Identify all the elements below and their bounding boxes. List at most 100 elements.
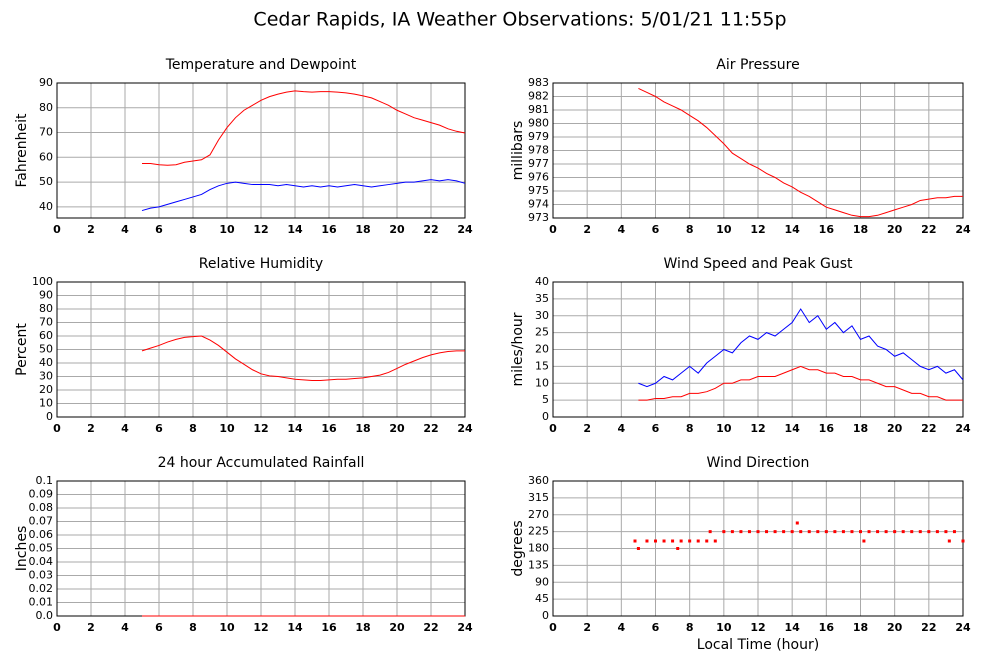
x-tick-label: 14 <box>287 621 303 634</box>
y-tick-label: 0.02 <box>29 582 54 595</box>
y-tick-label: 10 <box>535 376 549 389</box>
x-tick-label: 18 <box>853 422 868 435</box>
y-tick-label: 0.01 <box>29 596 54 609</box>
x-tick-label: 8 <box>686 422 694 435</box>
y-tick-label: 20 <box>39 383 53 396</box>
data-point <box>671 539 675 543</box>
data-point <box>773 530 777 534</box>
data-point <box>636 547 640 550</box>
x-tick-label: 12 <box>750 422 765 435</box>
x-tick-label: 10 <box>716 621 732 634</box>
plot-frame <box>56 281 466 418</box>
x-tick-label: 20 <box>887 621 903 634</box>
x-tick-label: 16 <box>819 223 835 236</box>
x-tick-label: 4 <box>618 223 626 236</box>
y-tick-label: 0.07 <box>29 515 54 528</box>
data-point <box>747 530 751 534</box>
data-point <box>654 539 657 543</box>
data-point <box>633 539 637 543</box>
x-tick-label: 18 <box>853 223 868 236</box>
x-tick-label: 8 <box>686 223 694 236</box>
data-point <box>645 539 649 543</box>
chart-title: Temperature and Dewpoint <box>165 57 357 73</box>
data-point <box>676 547 680 550</box>
x-tick-label: 24 <box>955 223 971 236</box>
x-tick-label: 4 <box>618 422 626 435</box>
data-point <box>795 521 799 525</box>
y-tick-label: 982 <box>528 90 549 103</box>
x-tick-label: 14 <box>785 621 801 634</box>
chart-title: Air Pressure <box>716 57 799 73</box>
x-tick-label: 2 <box>87 223 95 236</box>
y-tick-label: 0 <box>46 410 53 423</box>
x-tick-label: 8 <box>686 621 694 634</box>
data-point <box>862 539 866 543</box>
y-tick-label: 180 <box>528 542 549 555</box>
y-tick-label: 974 <box>528 198 549 211</box>
x-tick-label: 2 <box>87 621 95 634</box>
y-tick-label: 0.08 <box>29 501 54 514</box>
x-tick-label: 24 <box>955 422 971 435</box>
y-tick-label: 979 <box>528 130 549 143</box>
x-tick-label: 4 <box>121 422 129 435</box>
y-tick-label: 25 <box>535 326 549 339</box>
data-point <box>944 530 948 534</box>
x-tick-label: 20 <box>887 223 903 236</box>
data-point <box>705 539 709 543</box>
data-point <box>935 530 939 534</box>
x-tick-label: 8 <box>189 621 197 634</box>
x-tick-label: 24 <box>457 223 473 236</box>
x-tick-label: 18 <box>355 223 370 236</box>
y-tick-label: 0.1 <box>36 474 54 487</box>
plot-frame <box>552 281 964 418</box>
data-line <box>638 87 963 218</box>
x-tick-label: 8 <box>189 422 197 435</box>
y-tick-label: 30 <box>39 370 53 383</box>
chart-title: 24 hour Accumulated Rainfall <box>158 455 365 471</box>
x-tick-label: 6 <box>155 621 163 634</box>
y-tick-label: 980 <box>528 117 549 130</box>
x-tick-label: 2 <box>87 422 95 435</box>
data-point <box>688 539 692 543</box>
plot-frame <box>56 82 466 219</box>
data-point <box>799 530 803 534</box>
x-tick-label: 10 <box>219 422 235 435</box>
x-tick-label: 4 <box>618 621 626 634</box>
data-line <box>142 90 466 166</box>
y-tick-label: 0.0 <box>36 609 54 622</box>
x-tick-label: 12 <box>253 422 268 435</box>
y-tick-label: 977 <box>528 157 549 170</box>
x-tick-label: 22 <box>423 422 438 435</box>
x-tick-label: 18 <box>853 621 868 634</box>
y-tick-label: 90 <box>535 575 549 588</box>
data-line <box>638 308 964 388</box>
data-point <box>859 530 862 534</box>
data-point <box>807 530 811 534</box>
x-tick-label: 4 <box>121 223 129 236</box>
y-tick-label: 90 <box>39 289 53 302</box>
data-line <box>141 335 465 382</box>
x-tick-label: 20 <box>389 621 405 634</box>
data-point <box>833 530 837 534</box>
x-tick-label: 4 <box>121 621 129 634</box>
data-point <box>662 539 666 543</box>
plot-frame <box>552 480 964 617</box>
x-tick-label: 22 <box>921 422 936 435</box>
data-point <box>679 539 683 543</box>
y-tick-label: 973 <box>528 211 549 224</box>
data-point <box>790 530 794 534</box>
x-tick-label: 0 <box>549 223 557 236</box>
y-tick-label: 10 <box>39 397 53 410</box>
y-tick-label: 15 <box>535 359 549 372</box>
x-tick-label: 12 <box>253 223 268 236</box>
data-point <box>876 530 880 534</box>
y-axis-label: millibars <box>510 121 526 181</box>
x-tick-label: 10 <box>716 223 732 236</box>
data-point <box>884 530 888 534</box>
data-point <box>918 530 922 534</box>
y-tick-label: 981 <box>528 103 549 116</box>
y-tick-label: 983 <box>528 76 549 89</box>
x-tick-label: 0 <box>53 621 61 634</box>
x-tick-label: 22 <box>921 223 936 236</box>
